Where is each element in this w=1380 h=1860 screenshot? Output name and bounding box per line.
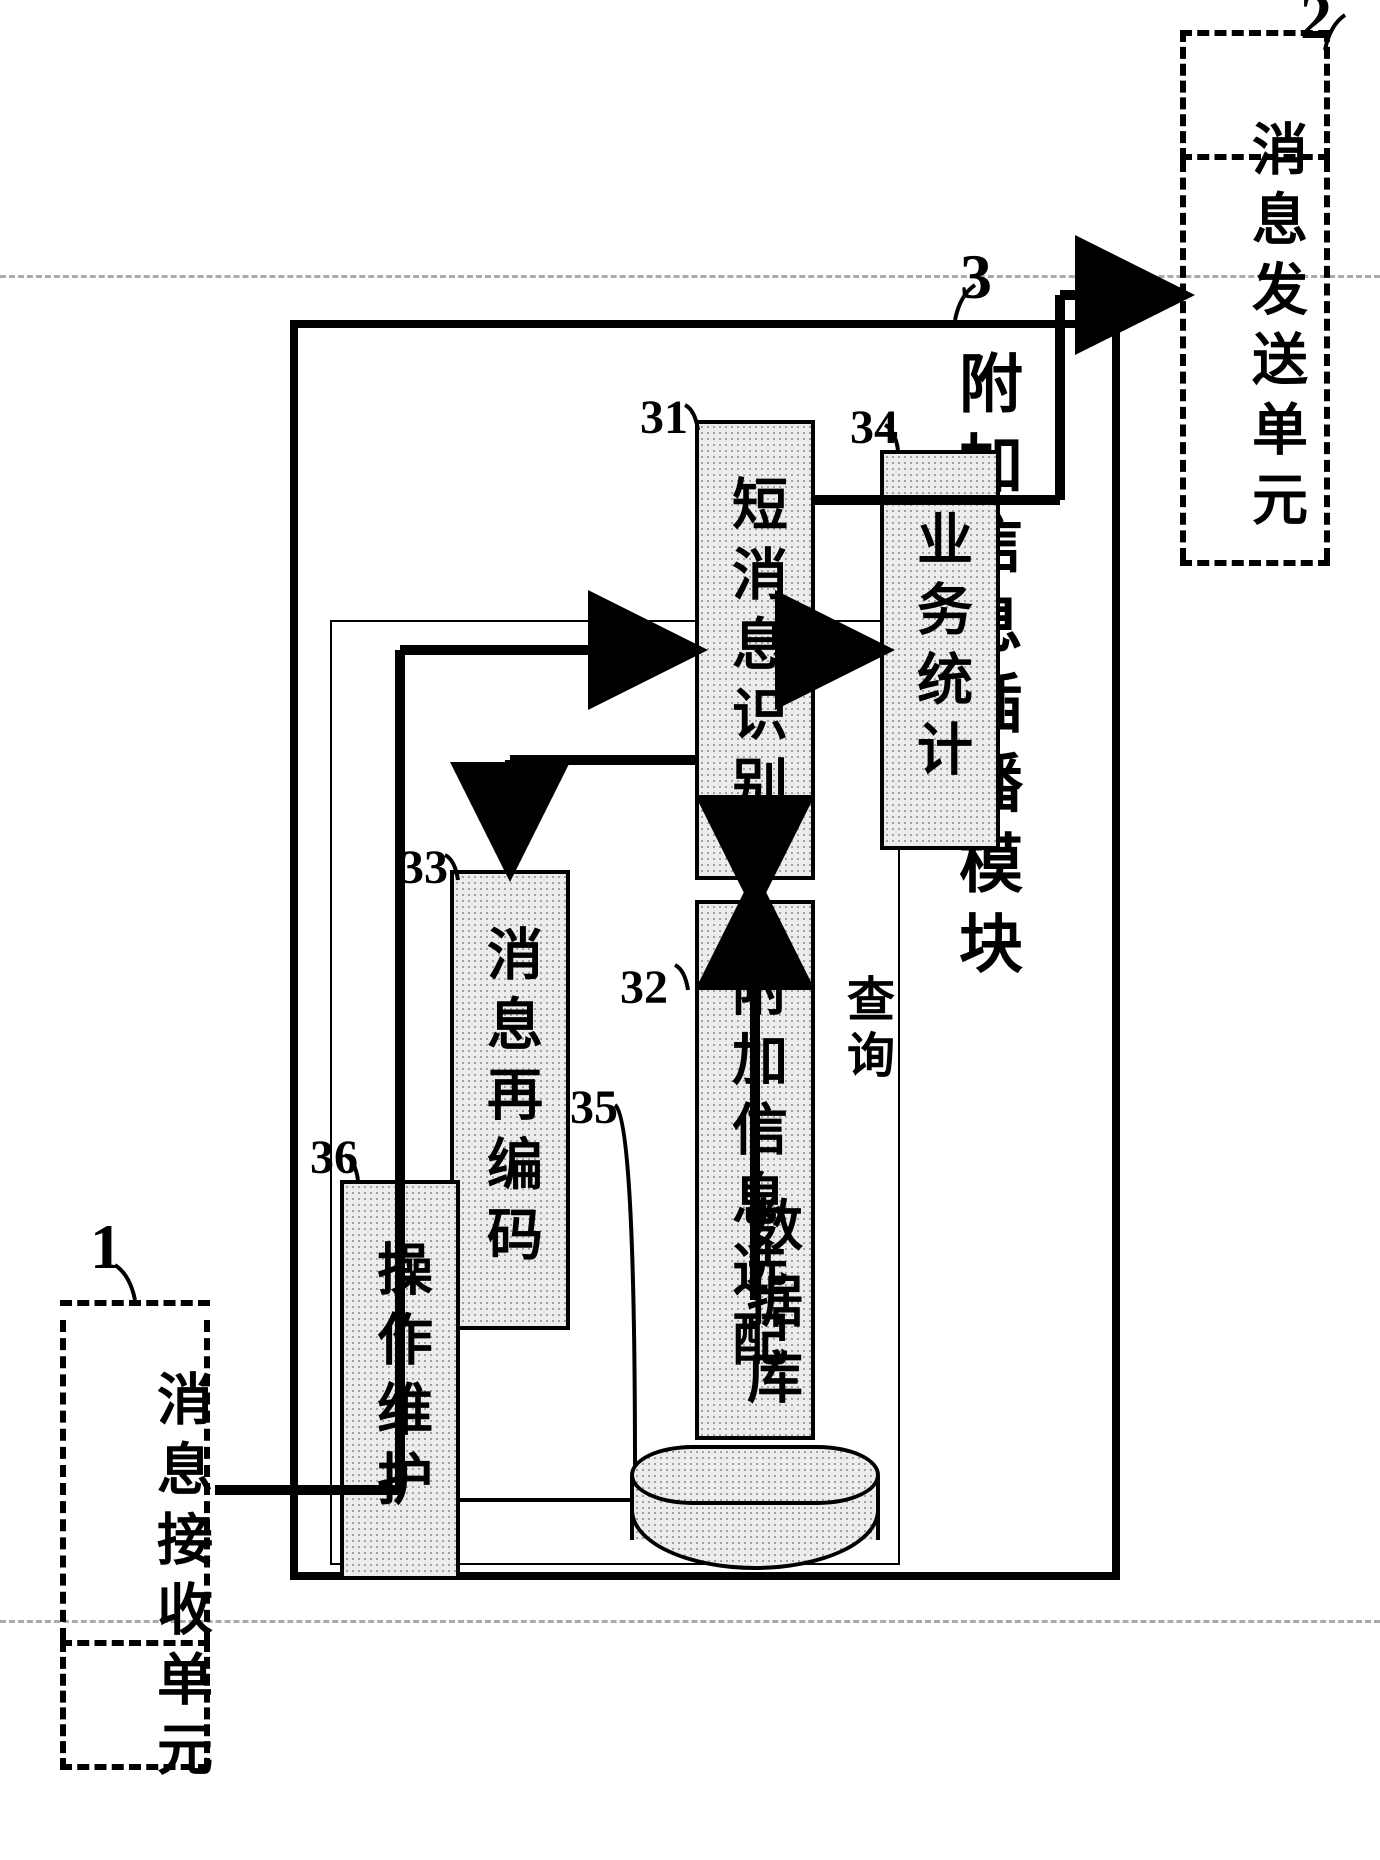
ref-32-tick bbox=[670, 960, 710, 1000]
node-31: 短消息识别 bbox=[695, 420, 815, 880]
node-33: 消息再编码 bbox=[450, 870, 570, 1330]
node-35-label-container: 数据库 bbox=[730, 1170, 810, 1450]
node-33-label: 消息再编码 bbox=[470, 925, 551, 1275]
ref-32: 32 bbox=[620, 960, 668, 1015]
diagram-canvas: 消息接收单元 1 消息发送单元 2 附加信息插播模块 3 短消息识别 31 消息… bbox=[0, 0, 1380, 1806]
arrow-leftin-line bbox=[750, 880, 760, 1300]
ref-3-tick bbox=[940, 280, 1000, 330]
ref-31-tick bbox=[680, 400, 720, 440]
query-label-container: 查询 bbox=[830, 940, 900, 1120]
right-unit-label-container: 消息发送单元 bbox=[1225, 50, 1325, 610]
ref-34-tick bbox=[880, 420, 920, 460]
node-35-label: 数据库 bbox=[730, 1196, 811, 1424]
node-36: 操作维护 bbox=[340, 1180, 460, 1580]
left-unit-box-extend bbox=[60, 1320, 210, 1640]
node-34-label: 业务统计 bbox=[900, 510, 981, 790]
right-unit-label: 消息发送单元 bbox=[1235, 120, 1316, 540]
ref-1-tick bbox=[110, 1260, 170, 1310]
node-35 bbox=[630, 1445, 880, 1570]
node-34: 业务统计 bbox=[880, 450, 1000, 850]
node-36-label: 操作维护 bbox=[360, 1240, 441, 1520]
query-label: 查询 bbox=[830, 974, 900, 1086]
node-31-label: 短消息识别 bbox=[715, 475, 796, 825]
ref-33-tick bbox=[440, 850, 480, 890]
ref-2-tick bbox=[1290, 10, 1350, 60]
ref-35-tick bbox=[610, 1100, 660, 1500]
ref-36-tick bbox=[340, 1150, 380, 1190]
cutline-top bbox=[0, 275, 1380, 278]
